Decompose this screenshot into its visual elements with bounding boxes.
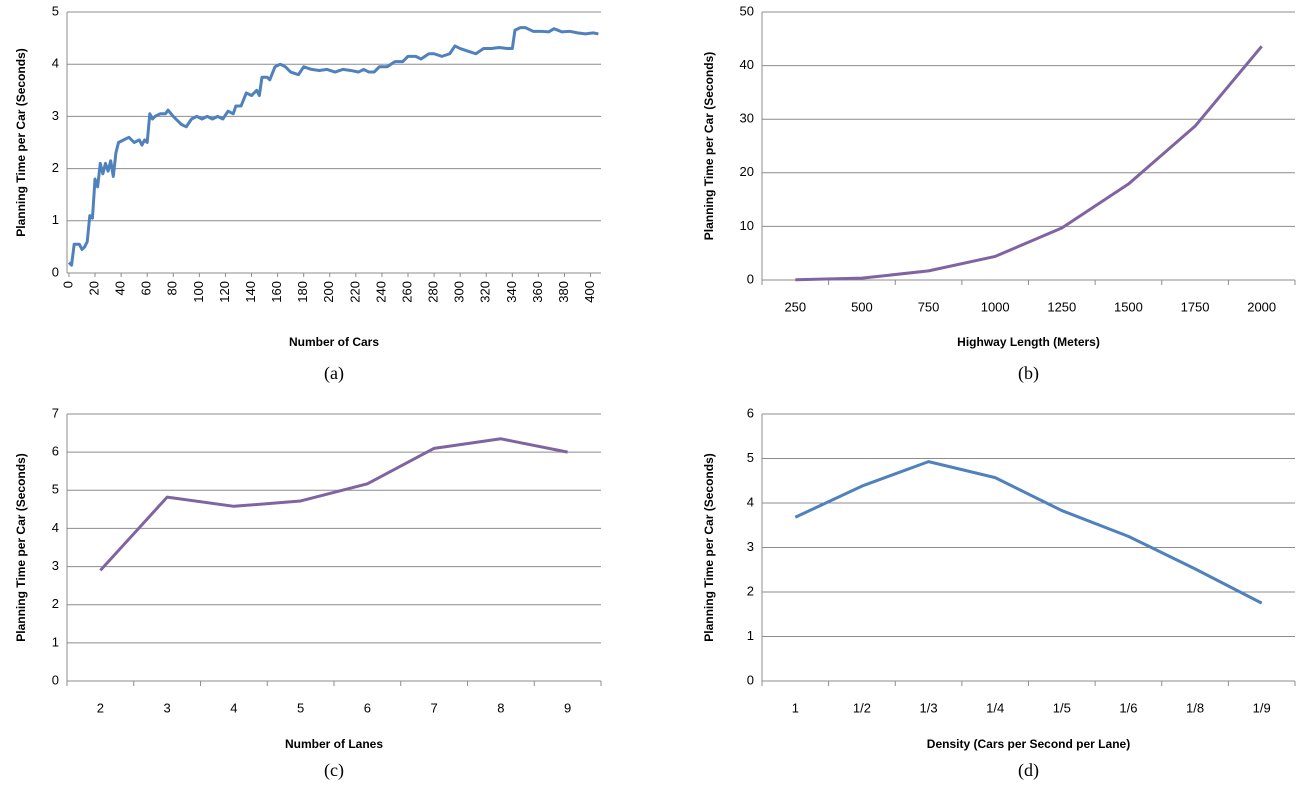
line	[795, 45, 1263, 282]
x-tick-label: 1/3	[920, 700, 938, 715]
x-tick-label: 260	[399, 281, 414, 303]
y-tick-label: 5	[52, 482, 59, 497]
x-axis-title: Number of Lanes	[285, 737, 383, 751]
x-tick-label: 1/4	[986, 700, 1004, 715]
x-tick-label: 380	[556, 281, 571, 303]
y-tick-label: 0	[52, 264, 59, 279]
y-tick-label: 2	[52, 160, 59, 175]
y-tick-label: 6	[747, 405, 754, 420]
y-tick-label: 7	[52, 405, 59, 420]
x-tick-label: 7	[431, 700, 438, 715]
line	[99, 437, 568, 572]
x-tick-label: 6	[364, 700, 371, 715]
y-tick-label: 2	[747, 583, 754, 598]
x-tick-label: 9	[564, 700, 571, 715]
x-tick-label: 1/2	[853, 700, 871, 715]
x-tick-label: 0	[60, 281, 75, 288]
x-tick-label: 5	[297, 700, 304, 715]
x-tick-label: 1250	[1047, 299, 1076, 314]
x-tick-label: 100	[191, 281, 206, 303]
x-tick-label: 1500	[1114, 299, 1143, 314]
x-tick-label: 1	[792, 700, 799, 715]
x-tick-label: 750	[918, 299, 940, 314]
x-tick-label: 1/9	[1253, 700, 1271, 715]
y-tick-label: 3	[52, 108, 59, 123]
y-tick-label: 40	[740, 57, 754, 72]
x-tick-label: 300	[452, 281, 467, 303]
x-axis-title: Highway Length (Meters)	[957, 335, 1100, 349]
x-tick-label: 2000	[1247, 299, 1276, 314]
x-tick-label: 1/5	[1053, 700, 1071, 715]
caption: (a)	[324, 363, 344, 384]
x-tick-label: 4	[230, 700, 237, 715]
y-tick-label: 5	[747, 450, 754, 465]
x-tick-label: 280	[426, 281, 441, 303]
x-tick-label: 220	[347, 281, 362, 303]
y-tick-label: 50	[740, 3, 754, 18]
caption: (d)	[1018, 760, 1039, 781]
y-tick-label: 30	[740, 111, 754, 126]
y-tick-label: 3	[747, 539, 754, 554]
x-tick-label: 320	[478, 281, 493, 303]
x-tick-label: 2	[97, 700, 104, 715]
x-tick-label: 500	[851, 299, 873, 314]
y-tick-label: 5	[52, 3, 59, 18]
x-tick-label: 1000	[981, 299, 1010, 314]
x-tick-label: 1/8	[1186, 700, 1204, 715]
x-tick-label: 80	[165, 281, 180, 295]
y-tick-label: 0	[747, 672, 754, 687]
x-tick-label: 60	[139, 281, 154, 295]
x-axis-title: Density (Cars per Second per Lane)	[927, 737, 1130, 751]
y-tick-label: 1	[52, 634, 59, 649]
x-tick-label: 250	[784, 299, 806, 314]
x-tick-label: 20	[86, 281, 101, 295]
x-tick-label: 160	[269, 281, 284, 303]
y-tick-label: 20	[740, 164, 754, 179]
caption: (b)	[1018, 363, 1039, 384]
x-tick-label: 340	[504, 281, 519, 303]
x-tick-label: 1750	[1181, 299, 1210, 314]
x-tick-label: 3	[164, 700, 171, 715]
y-tick-label: 0	[747, 271, 754, 286]
y-tick-label: 1	[747, 628, 754, 643]
x-tick-label: 200	[321, 281, 336, 303]
x-tick-label: 40	[113, 281, 128, 295]
y-tick-label: 1	[52, 212, 59, 227]
y-tick-label: 3	[52, 558, 59, 573]
y-tick-label: 4	[52, 56, 59, 71]
y-axis-title: Planning Time per Car (Seconds)	[14, 453, 28, 641]
x-tick-label: 240	[373, 281, 388, 303]
y-axis-title: Planning Time per Car (Seconds)	[14, 48, 28, 236]
x-tick-label: 140	[243, 281, 258, 303]
line	[794, 460, 1263, 605]
y-tick-label: 4	[747, 494, 754, 509]
y-tick-label: 0	[52, 672, 59, 687]
y-tick-label: 6	[52, 444, 59, 459]
x-tick-label: 120	[217, 281, 232, 303]
y-tick-label: 10	[740, 218, 754, 233]
y-axis-title: Planning Time per Car (Seconds)	[702, 453, 716, 641]
x-tick-label: 400	[582, 281, 597, 303]
x-axis-title: Number of Cars	[289, 335, 379, 349]
x-tick-label: 8	[497, 700, 504, 715]
x-tick-label: 1/6	[1119, 700, 1137, 715]
x-tick-label: 360	[530, 281, 545, 303]
x-tick-label: 180	[295, 281, 310, 303]
line	[67, 26, 599, 267]
y-tick-label: 2	[52, 596, 59, 611]
caption: (c)	[324, 760, 344, 781]
y-axis-title: Planning Time per Car (Seconds)	[702, 52, 716, 240]
y-tick-label: 4	[52, 520, 59, 535]
